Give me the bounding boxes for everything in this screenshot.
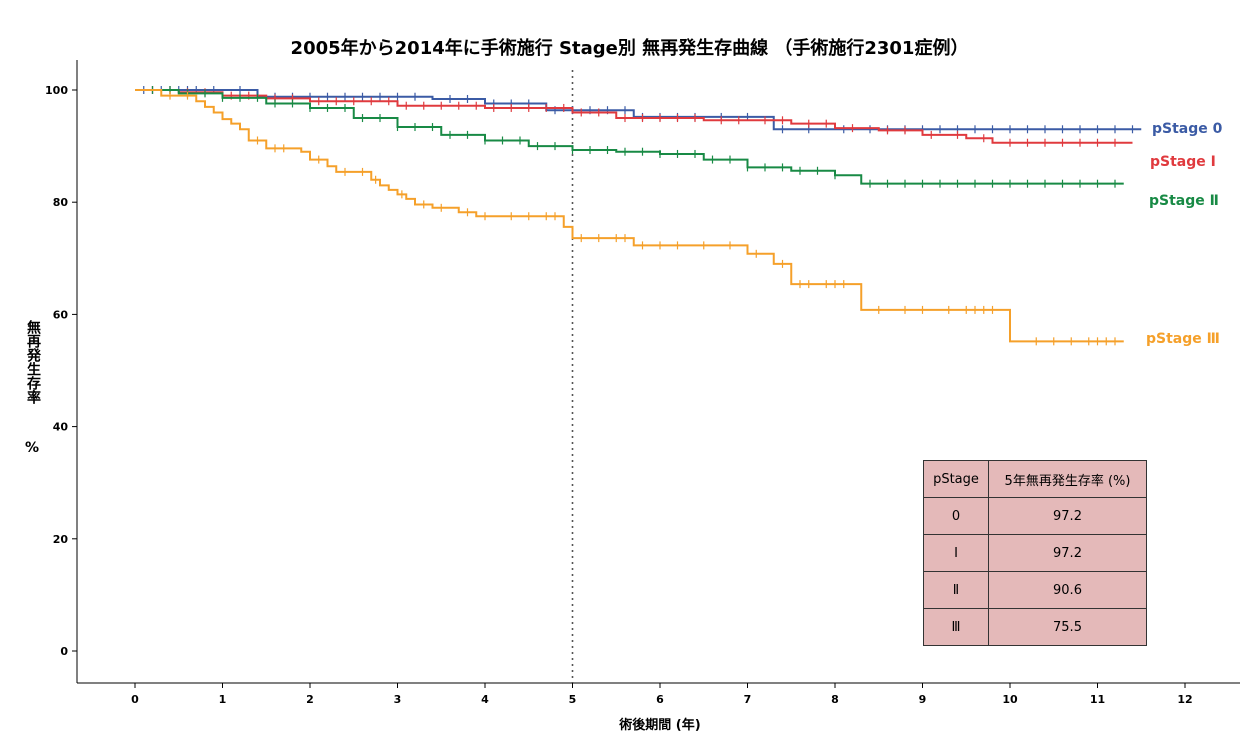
table-header-stage: pStage bbox=[923, 460, 989, 498]
survival-curve-pstage-3 bbox=[135, 89, 1124, 343]
x-tick-label: 6 bbox=[656, 693, 664, 706]
table-cell-stage: Ⅱ bbox=[923, 571, 989, 609]
x-tick-label: 11 bbox=[1090, 693, 1105, 706]
series-pstage-0 bbox=[135, 86, 1142, 134]
table-cell-rate: 75.5 bbox=[988, 608, 1147, 646]
series-pstage-1 bbox=[135, 86, 1133, 147]
table-cell-stage: Ⅰ bbox=[923, 534, 989, 572]
x-tick-label: 12 bbox=[1177, 693, 1192, 706]
y-axis-label: 無再発生存率 bbox=[25, 320, 41, 404]
survival-curve-pstage-2 bbox=[135, 89, 1124, 185]
table-row: Ⅲ 75.5 bbox=[923, 608, 1147, 646]
table-cell-stage: 0 bbox=[923, 497, 989, 535]
table-row: 0 97.2 bbox=[923, 497, 1147, 535]
survival-curve-pstage-0 bbox=[135, 89, 1142, 131]
x-tick-label: 2 bbox=[306, 693, 314, 706]
y-axis-unit: % bbox=[24, 440, 40, 456]
x-tick-label: 10 bbox=[1002, 693, 1018, 706]
x-tick-label: 7 bbox=[744, 693, 752, 706]
x-tick-label: 5 bbox=[569, 693, 577, 706]
table-row: Ⅱ 90.6 bbox=[923, 571, 1147, 609]
table-cell-rate: 97.2 bbox=[988, 497, 1147, 535]
legend-pstage-0: pStage 0 bbox=[1152, 121, 1223, 137]
table-cell-stage: Ⅲ bbox=[923, 608, 989, 646]
series-layer bbox=[135, 86, 1142, 346]
legend-pstage-1: pStage Ⅰ bbox=[1150, 154, 1216, 170]
x-axis-label: 術後期間 (年) bbox=[619, 718, 701, 733]
table-cell-rate: 90.6 bbox=[988, 571, 1147, 609]
table-header-row: pStage 5年無再発生存率 (%) bbox=[923, 460, 1147, 498]
series-pstage-3 bbox=[135, 89, 1124, 346]
legend-pstage-3: pStage Ⅲ bbox=[1146, 331, 1220, 347]
x-tick-label: 8 bbox=[831, 693, 839, 706]
y-tick-label: 100 bbox=[45, 84, 68, 97]
y-tick-label: 60 bbox=[53, 308, 69, 321]
table-cell-rate: 97.2 bbox=[988, 534, 1147, 572]
five-year-survival-table: pStage 5年無再発生存率 (%) 0 97.2 Ⅰ 97.2 Ⅱ 90.6… bbox=[923, 460, 1147, 646]
x-tick-label: 4 bbox=[481, 693, 489, 706]
y-tick-label: 80 bbox=[53, 196, 69, 209]
legend-pstage-2: pStage Ⅱ bbox=[1149, 193, 1219, 209]
x-tick-label: 1 bbox=[219, 693, 227, 706]
chart-title: 2005年から2014年に手術施行 Stage別 無再発生存曲線 （手術施行23… bbox=[290, 38, 969, 59]
y-tick-label: 40 bbox=[53, 421, 69, 434]
y-tick-label: 20 bbox=[53, 533, 69, 546]
x-tick-label: 0 bbox=[131, 693, 139, 706]
x-tick-label: 3 bbox=[394, 693, 402, 706]
table-header-rate: 5年無再発生存率 (%) bbox=[988, 460, 1147, 498]
x-tick-label: 9 bbox=[919, 693, 927, 706]
survival-curve-pstage-1 bbox=[135, 89, 1133, 144]
table-row: Ⅰ 97.2 bbox=[923, 534, 1147, 572]
series-pstage-2 bbox=[135, 86, 1124, 188]
y-tick-label: 0 bbox=[60, 645, 68, 658]
